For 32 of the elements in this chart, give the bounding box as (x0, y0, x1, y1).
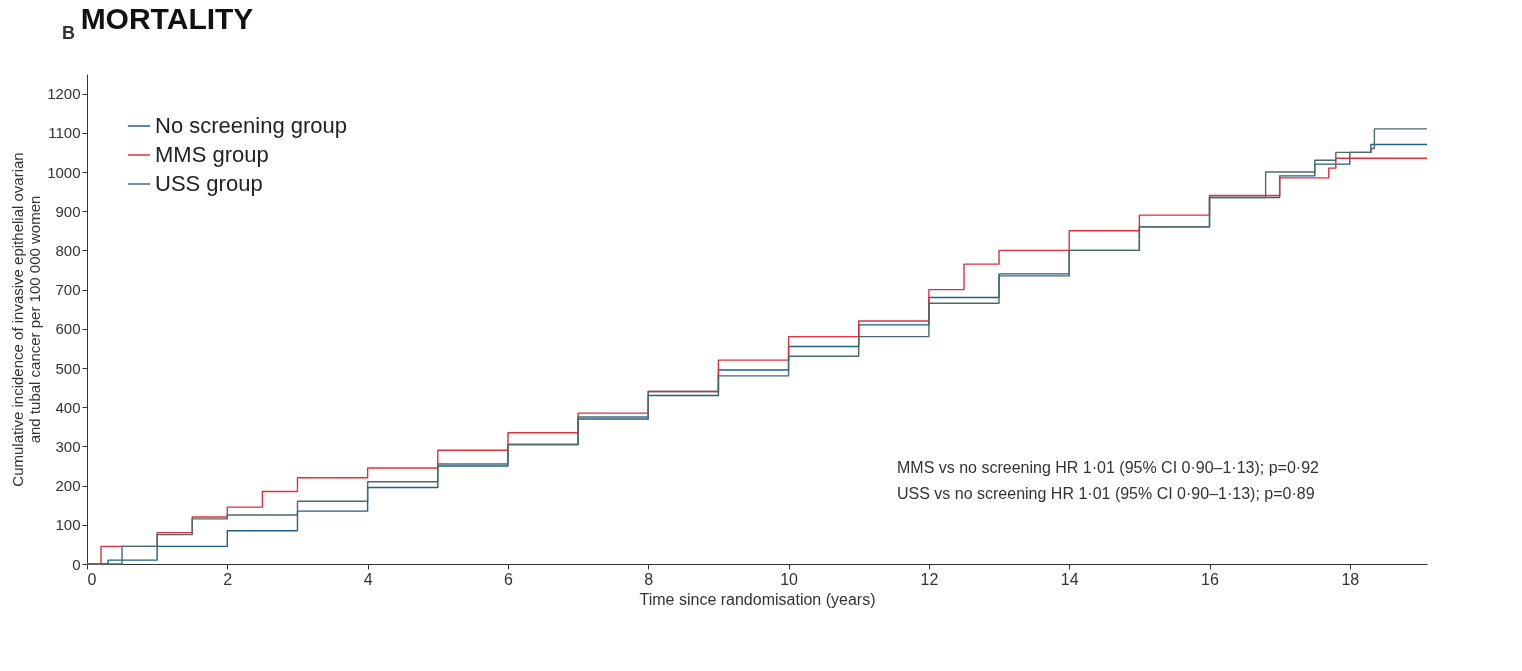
y-tick-label: 600 (55, 320, 81, 338)
y-axis-title: Cumulative incidence of invasive epithelial ovarian and tubal cancer per 100 000 women (9, 152, 44, 487)
annotation: USS vs no screening HR 1·01 (95% CI 0·90–1·13); p=0·89 (897, 485, 1315, 502)
x-tick-label: 14 (1060, 570, 1079, 588)
y-tick-label: 800 (55, 241, 81, 259)
x-tick-label: 12 (920, 570, 939, 588)
y-tick-label: 1000 (47, 163, 81, 181)
x-tick-label: 10 (780, 570, 799, 588)
y-tick-label: 500 (55, 359, 81, 377)
y-tick-label: 700 (55, 281, 81, 299)
y-tick-label: 400 (55, 398, 81, 416)
y-tick-label: 1200 (47, 85, 81, 103)
y-tick-label: 300 (55, 437, 81, 455)
x-tick-label: 0 (87, 570, 97, 588)
y-tick-label: 0 (72, 555, 81, 573)
x-tick-label: 4 (363, 570, 373, 588)
y-tick-label: 900 (55, 202, 81, 220)
legend-label: USS group (155, 171, 263, 196)
text: B (62, 23, 75, 43)
x-tick-label: 16 (1201, 570, 1220, 588)
x-tick-label: 18 (1341, 570, 1360, 588)
annotation: MMS vs no screening HR 1·01 (95% CI 0·90–1·13); p=0·92 (897, 459, 1320, 476)
y-tick-label: 200 (55, 477, 81, 495)
y-tick-label: 1100 (48, 124, 81, 142)
chart-title: MORTALITY (80, 2, 254, 35)
x-tick-label: 8 (644, 570, 654, 588)
x-axis-title: Time since randomisation (years) (639, 590, 876, 608)
x-tick-label: 6 (503, 570, 513, 588)
x-tick-label: 2 (223, 570, 233, 588)
y-tick-label: 100 (55, 516, 81, 534)
legend-label: MMS group (155, 142, 269, 167)
legend-label: No screening group (155, 113, 348, 138)
